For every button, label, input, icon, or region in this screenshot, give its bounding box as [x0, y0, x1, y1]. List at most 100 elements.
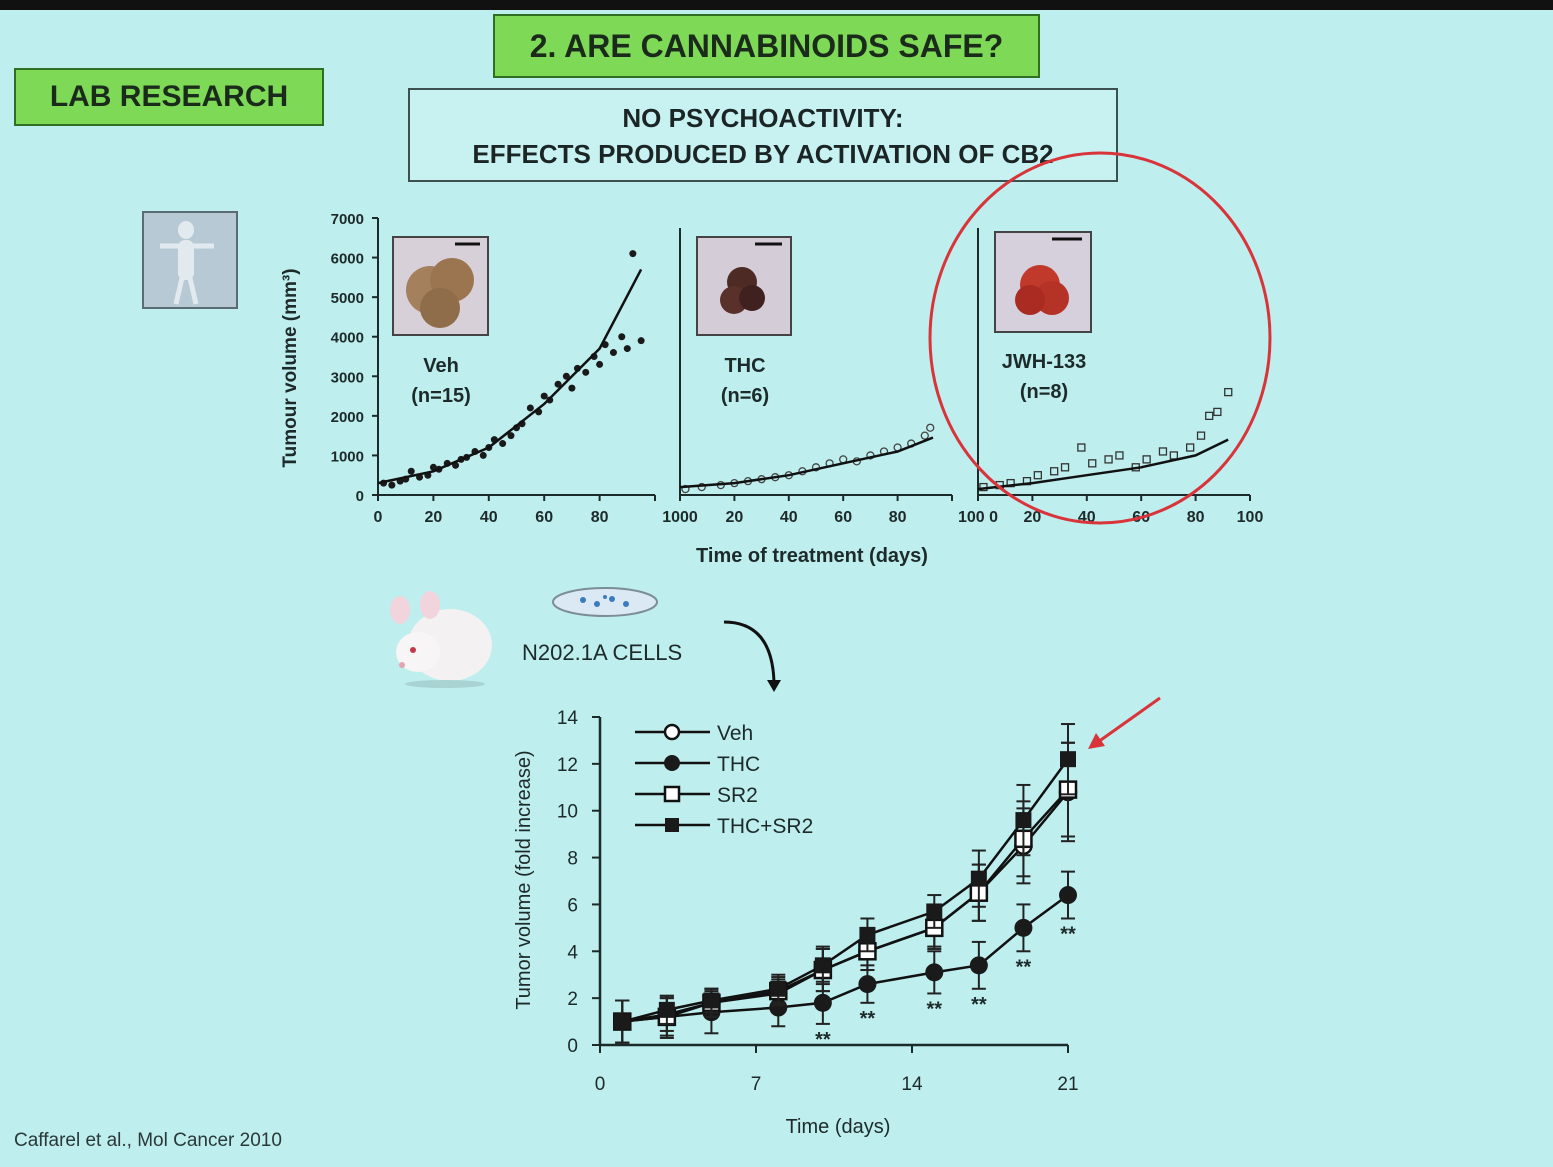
scatter-point-veh: [429, 463, 437, 471]
legend-marker-sr2: [663, 785, 681, 803]
trend-line-veh: [377, 268, 643, 485]
citation: Caffarel et al., Mol Cancer 2010: [14, 1130, 282, 1151]
bottom-chart-ylabel: Tumor volume (fold increase): [513, 750, 535, 1009]
red-arrow-head: [1088, 733, 1105, 749]
scatter-point-thc: [926, 423, 935, 432]
scatter-point-veh: [407, 467, 415, 475]
top-chart-xlabel: Time of treatment (days): [696, 545, 928, 567]
slide-title: 2. ARE CANNABINOIDS SAFE?: [493, 14, 1040, 78]
top-y-tick-label: 2000: [331, 409, 364, 426]
tumour-image-jwh133: [994, 231, 1092, 333]
scatter-point-veh: [479, 451, 487, 459]
bottom-y-tick-label: 12: [557, 755, 578, 776]
red-arrow: [1097, 696, 1161, 744]
highlight-circle: [928, 151, 1272, 525]
scatter-point-veh: [540, 392, 548, 400]
scatter-point-thc: [697, 482, 706, 492]
legend-label-thc: THC: [717, 753, 760, 776]
data-point-thc: [813, 993, 832, 1012]
top-x-tick-label: 100 0: [958, 509, 998, 526]
section-label: LAB RESEARCH: [14, 68, 324, 126]
scatter-point-jwh-133: [1186, 443, 1195, 452]
top-x-tick-label: 40: [480, 509, 498, 526]
legend-label-thc-sr2: THC+SR2: [717, 815, 813, 838]
top-y-tick-label: 3000: [331, 369, 364, 386]
scatter-point-veh: [526, 404, 534, 412]
scatter-point-veh: [609, 349, 617, 357]
scatter-point-jwh-133: [1224, 387, 1233, 397]
scatter-point-veh: [637, 337, 645, 345]
bottom-y-tick-label: 8: [567, 849, 578, 870]
data-point-thc-sr2: [658, 1001, 675, 1018]
scatter-point-veh: [596, 360, 604, 368]
scatter-point-veh: [554, 380, 562, 388]
bottom-x-tick-label: 7: [751, 1074, 762, 1095]
top-chart-ylabel: Tumour volume (mm³): [280, 268, 301, 467]
scatter-point-veh: [499, 440, 507, 448]
scatter-point-jwh-133: [1077, 443, 1086, 452]
legend-marker-veh: [663, 723, 681, 741]
top-x-tick-label: 80: [591, 509, 609, 526]
scatter-point-jwh-133: [1050, 467, 1059, 476]
tumour-image-veh: [392, 236, 489, 336]
top-x-tick-label: 60: [834, 509, 852, 526]
scatter-point-jwh-133: [1104, 455, 1113, 464]
mouse-image: [390, 591, 492, 688]
top-x-tick-label: 20: [1024, 509, 1042, 526]
panel-n-jwh133: (n=8): [1020, 381, 1068, 403]
scatter-point-veh: [562, 372, 570, 380]
bottom-y-tick-label: 6: [567, 895, 578, 916]
significance-marker: **: [1060, 923, 1076, 945]
scatter-point-jwh-133: [1060, 463, 1070, 472]
top-x-tick-label: 80: [889, 509, 907, 526]
bottom-y-tick-label: 4: [567, 942, 578, 963]
scatter-point-jwh-133: [1205, 411, 1214, 421]
scatter-point-jwh-133: [1213, 407, 1222, 417]
legend-label-veh: Veh: [717, 722, 753, 745]
significance-marker: **: [815, 1029, 831, 1051]
panel-label-veh: Veh: [423, 355, 459, 377]
top-x-tick-label: 0: [374, 509, 383, 526]
panel-label-thc: THC: [724, 355, 765, 377]
scatter-point-jwh-133: [1158, 447, 1168, 456]
top-x-tick-label: 1000: [662, 509, 698, 526]
scatter-point-jwh-133: [1169, 451, 1178, 460]
top-x-tick-label: 100: [1237, 509, 1264, 526]
series-line-sr2: [622, 788, 1069, 1023]
scatter-point-thc: [920, 431, 929, 440]
top-x-tick-label: 60: [535, 509, 553, 526]
scatter-point-veh: [623, 345, 631, 353]
data-point-thc: [1014, 918, 1033, 937]
top-border: [0, 0, 1553, 10]
scatter-point-jwh-133: [1033, 471, 1042, 480]
data-point-thc-sr2: [1015, 812, 1032, 829]
scatter-point-jwh-133: [1115, 451, 1124, 460]
significance-marker: **: [926, 998, 942, 1020]
bottom-y-tick-label: 0: [567, 1036, 578, 1057]
legend-label-sr2: SR2: [717, 784, 758, 807]
panel-n-thc: (n=6): [721, 385, 769, 407]
series-line-thc: [622, 894, 1069, 1023]
top-x-tick-label: 20: [726, 509, 744, 526]
bottom-x-tick-label: 21: [1057, 1074, 1078, 1095]
scatter-panels: 0 1000 2000 3000 4000 5000 6000 7000 0 20 40 60 80 10…: [331, 211, 1264, 526]
trend-line-thc: [679, 436, 934, 489]
scatter-point-veh: [568, 384, 576, 392]
trend-line-jwh-133: [977, 438, 1229, 491]
data-point-thc-sr2: [970, 870, 987, 887]
data-point-thc-sr2: [770, 980, 787, 997]
bottom-y-tick-label: 14: [557, 708, 579, 729]
significance-marker: **: [1016, 956, 1032, 978]
data-point-thc: [925, 963, 944, 982]
data-point-thc-sr2: [614, 1013, 631, 1030]
curved-arrow-head: [767, 680, 781, 692]
top-y-tick-label: 1000: [331, 448, 364, 465]
tumour-image-thc: [696, 236, 792, 336]
data-point-thc-sr2: [814, 957, 831, 974]
scatter-point-veh: [618, 333, 626, 341]
line-chart: 0 2 4 6 8 10 12 14 0 7 14 21 ** ** ** ** ** ** Veh THC SR2 TH…: [557, 708, 1079, 1095]
subtitle-line-2: EFFECTS PRODUCED BY ACTIVATION OF CB2: [472, 139, 1054, 169]
significance-marker: **: [860, 1008, 876, 1030]
bottom-chart-xlabel: Time (days): [786, 1116, 891, 1138]
